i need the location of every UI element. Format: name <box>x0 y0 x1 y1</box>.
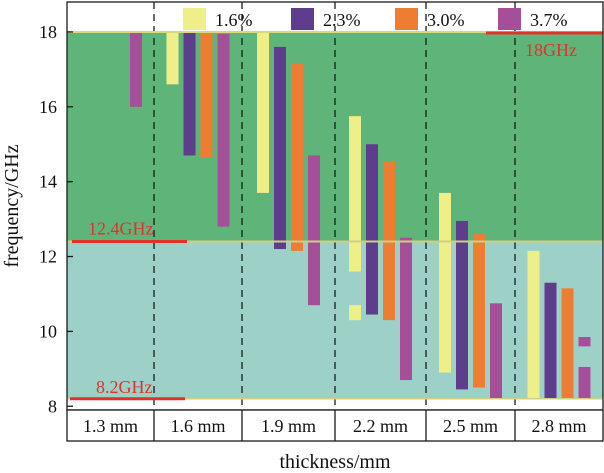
x-axis-title: thickness/mm <box>279 451 391 473</box>
bar <box>456 220 468 390</box>
bar <box>561 288 574 399</box>
x-tick-label: 2.5 mm <box>443 416 498 436</box>
bar <box>217 33 230 227</box>
bar <box>439 192 451 373</box>
y-tick-label: 12 <box>39 247 57 267</box>
y-axis-title: frequency/GHz <box>1 144 23 267</box>
x-tick-label: 1.3 mm <box>83 416 138 436</box>
legend-swatch <box>498 8 521 30</box>
x-tick-label: 1.6 mm <box>170 416 225 436</box>
legend: 1.6% 2.3% 3.0% 3.7% <box>183 8 568 30</box>
y-tick-label: 8 <box>48 396 57 416</box>
bar <box>366 144 378 315</box>
bar <box>200 31 213 158</box>
x-tick-label: 2.8 mm <box>531 416 586 436</box>
y-tick-label: 16 <box>39 97 57 117</box>
bars <box>130 31 591 399</box>
bar <box>257 31 269 193</box>
bar <box>490 303 502 399</box>
bar <box>544 282 557 399</box>
bar <box>578 337 591 347</box>
legend-label: 3.0% <box>427 10 465 30</box>
y-tick-label: 18 <box>39 22 57 42</box>
bar <box>349 116 361 272</box>
thickness-dividers <box>153 2 516 410</box>
y-tick-label: 10 <box>39 321 57 341</box>
reference-lines: 18GHz 12.4GHz 8.2GHz <box>67 30 603 401</box>
bar <box>130 31 142 107</box>
bar <box>183 31 196 156</box>
axes: 8 10 12 14 16 18 <box>39 1 604 416</box>
bar <box>578 366 591 399</box>
bar <box>473 234 485 388</box>
reference-label-18ghz: 18GHz <box>525 40 577 60</box>
bar <box>308 155 320 306</box>
bar <box>349 305 361 321</box>
reference-label-8-2ghz: 8.2GHz <box>96 377 153 397</box>
legend-label: 1.6% <box>215 10 253 30</box>
reference-label-12-4ghz: 12.4GHz <box>88 219 154 239</box>
legend-swatch <box>183 8 206 30</box>
legend-label: 2.3% <box>323 10 361 30</box>
x-tick-label: 1.9 mm <box>261 416 316 436</box>
bar <box>291 63 303 251</box>
y-tick-label: 14 <box>39 172 57 192</box>
legend-swatch <box>395 8 418 30</box>
bar <box>527 250 540 399</box>
bar <box>166 31 179 85</box>
bar <box>274 46 286 250</box>
category-row: 1.3 mm 1.6 mm 1.9 mm 2.2 mm 2.5 mm 2.8 mm <box>66 409 604 442</box>
legend-swatch <box>291 8 314 30</box>
legend-label: 3.7% <box>530 10 568 30</box>
bar <box>400 237 412 381</box>
x-tick-label: 2.2 mm <box>353 416 408 436</box>
